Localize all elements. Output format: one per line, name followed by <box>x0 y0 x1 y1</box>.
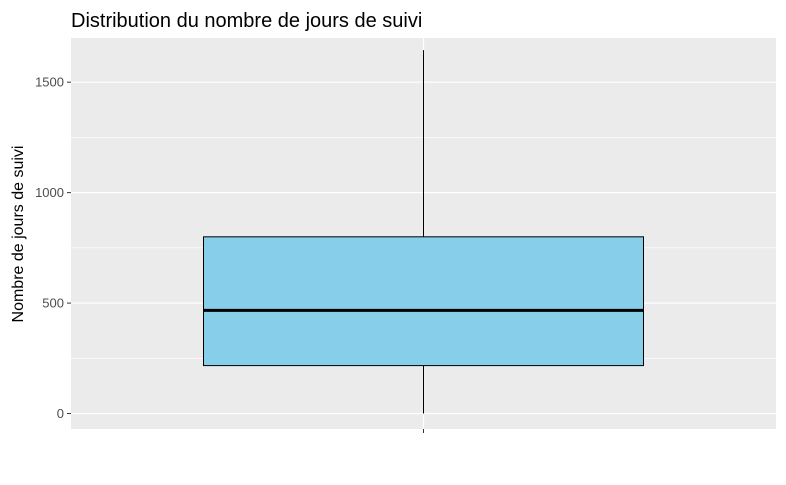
boxplot-group <box>203 50 644 414</box>
iqr-box <box>203 236 644 367</box>
y-tick-label: 500 <box>42 296 64 311</box>
y-axis-label: Nombre de jours de suivi <box>10 146 27 323</box>
y-tick-label: 1500 <box>35 75 64 90</box>
y-tick-label: 1000 <box>35 185 64 200</box>
chart-title: Distribution du nombre de jours de suivi <box>71 10 422 32</box>
y-tick-label: 0 <box>57 406 64 421</box>
y-axis-ticks: 0 500 1000 1500 <box>35 75 71 421</box>
